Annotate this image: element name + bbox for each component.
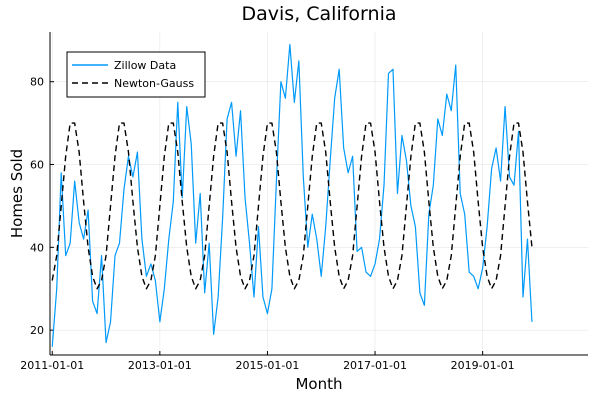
x-tick-label: 2017-01-01 (343, 359, 407, 372)
chart-title: Davis, California (242, 3, 397, 25)
series (51, 43, 533, 347)
y-axis-title: Homes Sold (8, 149, 26, 238)
y-tick-label: 60 (30, 159, 44, 172)
legend: Zillow Data Newton-Gauss (66, 51, 206, 98)
legend-label-zillow-data: Zillow Data (114, 59, 176, 72)
legend-label-newton-gauss: Newton-Gauss (114, 77, 194, 90)
legend-box (66, 51, 206, 98)
x-axis-title: Month (295, 375, 342, 393)
x-tick-label: 2011-01-01 (20, 359, 84, 372)
axes (49, 32, 588, 356)
series-line-newton-gauss (51, 122, 533, 290)
ticks: 20 40 60 80 2011-01-01 2013-01-01 2015-01-01 20… (20, 76, 514, 372)
y-tick-label: 40 (30, 241, 44, 254)
x-tick-label: 2015-01-01 (235, 359, 299, 372)
x-tick-label: 2019-01-01 (451, 359, 515, 372)
series-line-zillow-data (51, 43, 533, 347)
y-tick-label: 20 (30, 324, 44, 337)
y-tick-label: 80 (30, 76, 44, 89)
x-tick-label: 2013-01-01 (128, 359, 192, 372)
